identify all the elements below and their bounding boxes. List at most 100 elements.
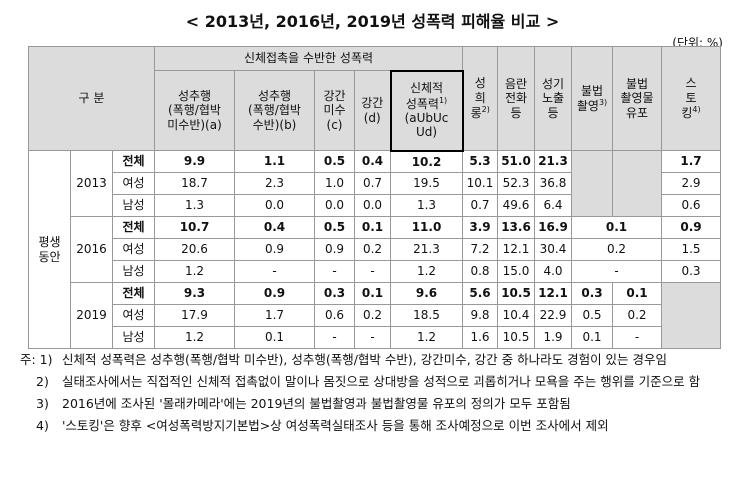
value-cell: 0.4 [354, 150, 391, 173]
value-cell: 0.1 [571, 326, 613, 349]
header-obscene-call: 음란 전화 등 [497, 46, 535, 151]
header-rape: 강간 (d) [354, 70, 391, 151]
sex-cell: 여성 [112, 304, 155, 327]
value-cell: 18.5 [390, 304, 463, 327]
period-cell: 평생 동안 [28, 150, 71, 349]
value-cell: 52.3 [497, 172, 535, 195]
footnote: 2) 실태조사에서는 직접적인 신체적 접촉없이 말이나 몸짓으로 상대방을 성적… [20, 374, 730, 391]
value-cell: 9.6 [390, 282, 463, 305]
header-gubun: 구 분 [28, 46, 155, 151]
header-molestation-b: 성추행 (폭행/협박 수반)(b) [234, 70, 315, 151]
year-cell: 2013 [70, 150, 113, 217]
footnote-text: 2016년에 조사된 '몰래카메라'에는 2019년의 불법촬영과 불법촬영물 … [62, 395, 571, 411]
value-cell: - [354, 326, 391, 349]
footnote-marker: 주: 1) [20, 352, 53, 367]
footnote: 주: 1) 신체적 성폭력은 성추행(폭행/협박 미수반), 성추행(폭행/협박 … [20, 352, 730, 369]
header-stalking: 스 토 킹4) [661, 46, 721, 151]
page-title: < 2013년, 2016년, 2019년 성폭력 피해율 비교 > [185, 12, 560, 31]
value-cell: 0.9 [234, 282, 315, 305]
value-cell: 0.5 [314, 150, 355, 173]
sex-cell: 여성 [112, 172, 155, 195]
value-cell: 0.1 [234, 326, 315, 349]
value-cell: 0.0 [314, 194, 355, 217]
value-cell: 0.2 [571, 238, 662, 261]
value-cell: 10.2 [390, 150, 463, 173]
value-cell: 22.9 [534, 304, 572, 327]
header-sexual-harassment: 성 희 롱2) [462, 46, 498, 151]
value-cell: 1.2 [390, 326, 463, 349]
footnotes: 주: 1) 신체적 성폭력은 성추행(폭행/협박 미수반), 성추행(폭행/협박 … [20, 352, 730, 440]
sex-cell: 전체 [112, 282, 155, 305]
sex-cell: 여성 [112, 238, 155, 261]
empty-cell [571, 150, 613, 217]
value-cell: - [314, 260, 355, 283]
value-cell: 0.6 [314, 304, 355, 327]
value-cell: 20.6 [154, 238, 235, 261]
footnote-text: '스토킹'은 향후 <여성폭력방지기본법>상 여성폭력실태조사 등을 통해 조사… [62, 417, 609, 433]
value-cell: - [234, 260, 315, 283]
value-cell: 0.7 [462, 194, 498, 217]
header-molestation-a: 성추행 (폭행/협박 미수반)(a) [154, 70, 235, 151]
sex-cell: 남성 [112, 194, 155, 217]
value-cell: 36.8 [534, 172, 572, 195]
value-cell: - [314, 326, 355, 349]
value-cell: 21.3 [534, 150, 572, 173]
value-cell: 9.8 [462, 304, 498, 327]
value-cell: 0.7 [354, 172, 391, 195]
value-cell: 21.3 [390, 238, 463, 261]
value-cell: 5.3 [462, 150, 498, 173]
value-cell: 1.1 [234, 150, 315, 173]
value-cell: 1.3 [390, 194, 463, 217]
value-cell: 1.3 [154, 194, 235, 217]
value-cell: 0.6 [661, 194, 721, 217]
year-cell: 2019 [70, 282, 113, 349]
value-cell: 30.4 [534, 238, 572, 261]
value-cell: 10.1 [462, 172, 498, 195]
value-cell: 1.5 [661, 238, 721, 261]
value-cell: 19.5 [390, 172, 463, 195]
value-cell: 9.9 [154, 150, 235, 173]
value-cell: - [571, 260, 662, 283]
header-physical-violence: 신체적 성폭력1) (aUbUc Ud) [389, 69, 464, 152]
value-cell: 3.9 [462, 216, 498, 239]
value-cell: 0.2 [612, 304, 662, 327]
value-cell: 10.5 [497, 326, 535, 349]
value-cell: 6.4 [534, 194, 572, 217]
footnote-marker: 3) [36, 395, 49, 411]
value-cell: 0.9 [314, 238, 355, 261]
value-cell: 0.1 [354, 216, 391, 239]
value-cell: 0.2 [354, 304, 391, 327]
sex-cell: 남성 [112, 326, 155, 349]
year-cell: 2016 [70, 216, 113, 283]
sex-cell: 전체 [112, 216, 155, 239]
value-cell: 49.6 [497, 194, 535, 217]
value-cell: 5.6 [462, 282, 498, 305]
sex-cell: 전체 [112, 150, 155, 173]
value-cell: 0.3 [571, 282, 613, 305]
value-cell: 13.6 [497, 216, 535, 239]
value-cell: 0.4 [234, 216, 315, 239]
value-cell: 0.3 [661, 260, 721, 283]
value-cell: 0.2 [354, 238, 391, 261]
value-cell: 7.2 [462, 238, 498, 261]
value-cell: 0.1 [354, 282, 391, 305]
value-cell: 10.7 [154, 216, 235, 239]
value-cell: 51.0 [497, 150, 535, 173]
value-cell: 11.0 [390, 216, 463, 239]
header-attempted-rape: 강간 미수 (c) [314, 70, 355, 151]
value-cell: 0.9 [661, 216, 721, 239]
value-cell: 9.3 [154, 282, 235, 305]
footnote-marker: 4) [36, 417, 49, 433]
value-cell: 0.1 [571, 216, 662, 239]
value-cell: 15.0 [497, 260, 535, 283]
value-cell: 4.0 [534, 260, 572, 283]
value-cell: 0.5 [314, 216, 355, 239]
value-cell: - [612, 326, 662, 349]
value-cell: 1.7 [234, 304, 315, 327]
footnote: 4) '스토킹'은 향후 <여성폭력방지기본법>상 여성폭력실태조사 등을 통해 … [20, 418, 730, 435]
value-cell: 1.7 [661, 150, 721, 173]
header-group: 신체접촉을 수반한 성폭력 [154, 46, 463, 71]
empty-cell [661, 282, 721, 349]
value-cell: 2.3 [234, 172, 315, 195]
